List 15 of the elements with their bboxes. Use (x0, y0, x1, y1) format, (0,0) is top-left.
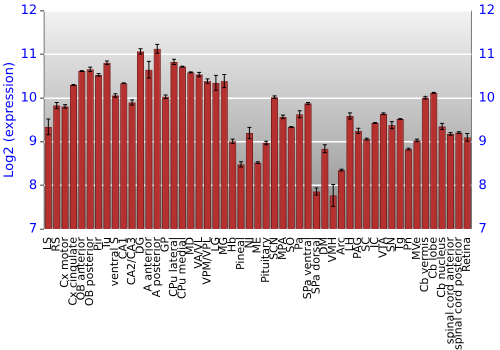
y2-tick-label: 7 (478, 221, 487, 236)
y2-tick-label: 12 (478, 3, 496, 18)
y-tick-label: 11 (20, 46, 38, 62)
y2-tick-label: 10 (478, 90, 496, 106)
x-tick-label: Pituitary (259, 236, 272, 283)
y-tick-label: 10 (20, 90, 38, 106)
y-tick-label: 7 (28, 221, 38, 236)
y2-tick-label: 8 (478, 178, 487, 193)
y-tick-label: 8 (28, 178, 38, 193)
y-tick-label: 12 (20, 3, 38, 18)
y-tick-label: 9 (28, 134, 38, 150)
y2-tick-label: 11 (478, 46, 496, 62)
y-axis-title: Log2 (expression) (2, 62, 18, 178)
y2-tick-label: 9 (478, 134, 487, 150)
x-tick-label: Retina (460, 237, 474, 272)
